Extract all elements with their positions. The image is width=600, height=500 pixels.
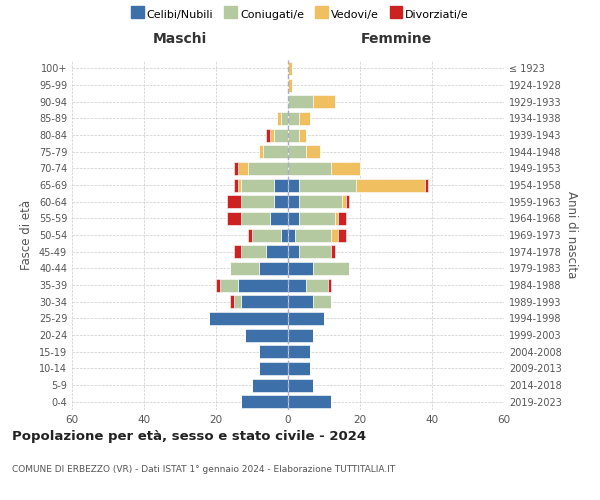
Bar (266, 245, 288, 258)
Bar (346, 195, 349, 208)
Bar (288, 195, 299, 208)
Bar (274, 195, 288, 208)
Bar (234, 245, 241, 258)
Bar (259, 345, 288, 358)
Bar (241, 195, 274, 208)
Bar (252, 378, 288, 392)
Bar (306, 278, 328, 291)
Bar (299, 195, 342, 208)
Bar (299, 112, 310, 125)
Bar (288, 278, 306, 291)
Bar (230, 262, 259, 275)
Bar (331, 162, 360, 175)
Bar (216, 278, 220, 291)
Bar (281, 112, 288, 125)
Bar (299, 128, 306, 141)
Bar (270, 128, 274, 141)
Bar (270, 212, 288, 225)
Bar (288, 362, 310, 375)
Bar (306, 145, 320, 158)
Bar (227, 212, 241, 225)
Bar (288, 62, 292, 75)
Bar (288, 262, 313, 275)
Bar (252, 228, 281, 241)
Bar (288, 295, 313, 308)
Bar (238, 178, 241, 192)
Bar (313, 295, 331, 308)
Bar (288, 345, 310, 358)
Bar (234, 162, 238, 175)
Bar (288, 212, 299, 225)
Legend: Celibi/Nubili, Coniugati/e, Vedovi/e, Divorziati/e: Celibi/Nubili, Coniugati/e, Vedovi/e, Di… (127, 6, 473, 25)
Bar (230, 295, 234, 308)
Bar (241, 212, 270, 225)
Bar (241, 395, 288, 408)
Bar (338, 212, 346, 225)
Bar (288, 378, 313, 392)
Bar (288, 162, 331, 175)
Y-axis label: Anni di nascita: Anni di nascita (565, 192, 578, 278)
Bar (338, 228, 346, 241)
Bar (238, 162, 248, 175)
Bar (299, 178, 356, 192)
Y-axis label: Fasce di età: Fasce di età (20, 200, 33, 270)
Bar (425, 178, 428, 192)
Bar (328, 278, 331, 291)
Text: Maschi: Maschi (153, 32, 207, 46)
Bar (288, 145, 306, 158)
Bar (281, 228, 288, 241)
Bar (234, 178, 238, 192)
Bar (241, 245, 266, 258)
Bar (259, 362, 288, 375)
Bar (245, 328, 288, 342)
Bar (288, 78, 292, 92)
Bar (356, 178, 425, 192)
Bar (248, 228, 252, 241)
Bar (266, 128, 270, 141)
Bar (238, 278, 288, 291)
Bar (277, 112, 281, 125)
Bar (288, 328, 313, 342)
Bar (274, 178, 288, 192)
Bar (331, 228, 338, 241)
Bar (331, 245, 335, 258)
Bar (263, 145, 288, 158)
Bar (299, 245, 331, 258)
Bar (248, 162, 288, 175)
Bar (209, 312, 288, 325)
Bar (241, 178, 274, 192)
Bar (288, 95, 313, 108)
Bar (313, 95, 335, 108)
Bar (335, 212, 338, 225)
Bar (241, 295, 288, 308)
Bar (288, 395, 331, 408)
Bar (288, 112, 299, 125)
Text: Popolazione per età, sesso e stato civile - 2024: Popolazione per età, sesso e stato civil… (12, 430, 366, 443)
Bar (220, 278, 238, 291)
Bar (274, 128, 288, 141)
Bar (288, 312, 324, 325)
Bar (259, 145, 263, 158)
Bar (288, 245, 299, 258)
Bar (342, 195, 346, 208)
Bar (227, 195, 241, 208)
Bar (288, 228, 295, 241)
Bar (295, 228, 331, 241)
Text: Femmine: Femmine (361, 32, 431, 46)
Bar (288, 178, 299, 192)
Bar (299, 212, 335, 225)
Bar (234, 295, 241, 308)
Bar (259, 262, 288, 275)
Bar (313, 262, 349, 275)
Bar (288, 128, 299, 141)
Text: COMUNE DI ERBEZZO (VR) - Dati ISTAT 1° gennaio 2024 - Elaborazione TUTTITALIA.IT: COMUNE DI ERBEZZO (VR) - Dati ISTAT 1° g… (12, 465, 395, 474)
